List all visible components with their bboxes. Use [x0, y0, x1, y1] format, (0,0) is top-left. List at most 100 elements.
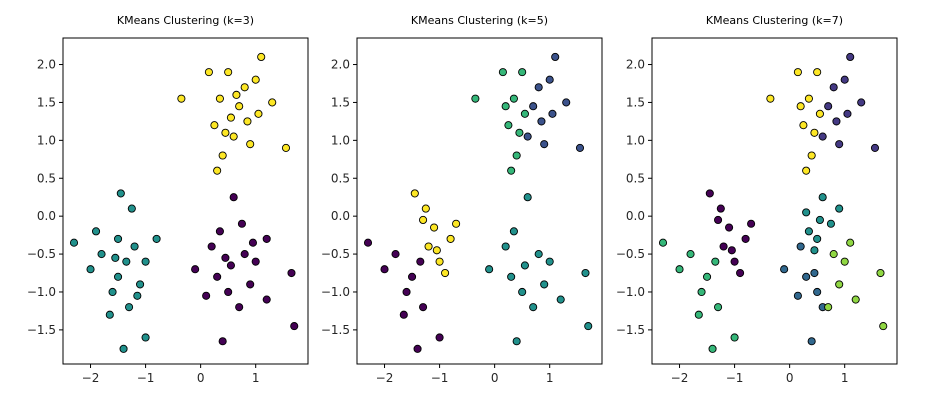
- scatter-point: [501, 242, 510, 251]
- scatter-point: [537, 117, 546, 126]
- scatter-point: [725, 223, 734, 232]
- y-tick-label: −1.5: [616, 323, 645, 337]
- x-tick-label: −2: [82, 371, 100, 385]
- scatter-point: [813, 68, 822, 77]
- scatter-point: [210, 121, 219, 130]
- y-tick-label: −0.5: [616, 247, 645, 261]
- scatter-point: [802, 208, 811, 217]
- scatter-point: [815, 109, 824, 118]
- scatter-point: [504, 121, 513, 130]
- scatter-point: [523, 193, 532, 202]
- scatter-point: [215, 94, 224, 103]
- scatter-point: [879, 322, 888, 331]
- panel-1: KMeans Clustering (k=3) −2 −1 0 1 −1.5 −1.0 −0.…: [27, 14, 309, 385]
- scatter-point: [832, 117, 841, 126]
- scatter-point: [226, 113, 235, 122]
- panel-3: KMeans Clustering (k=7) −2 −1 0 1 −1.5 −1.0 −0.…: [616, 14, 898, 385]
- axes-frame: [651, 37, 898, 365]
- scatter-point: [534, 83, 543, 92]
- scatter-point: [741, 234, 750, 243]
- y-tick-label: 1.0: [331, 133, 350, 147]
- scatter-point: [229, 132, 238, 141]
- scatter-point: [708, 344, 717, 353]
- scatter-point: [235, 102, 244, 111]
- scatter-point: [229, 193, 238, 202]
- scatter-point: [498, 68, 507, 77]
- scatter-point: [432, 246, 441, 255]
- scatter-point: [207, 242, 216, 251]
- x-tick-label: −1: [726, 371, 744, 385]
- scatter-point: [716, 204, 725, 213]
- scatter-point: [127, 204, 136, 213]
- y-tick-label: 2.0: [331, 58, 350, 72]
- scatter-point: [747, 219, 756, 228]
- scatter-point: [218, 151, 227, 160]
- scatter-point: [523, 132, 532, 141]
- scatter-point: [551, 52, 560, 62]
- x-tick-label: 1: [841, 371, 849, 385]
- scatter-point: [507, 166, 516, 175]
- scatter-point: [130, 242, 139, 251]
- x-tick-label: −1: [431, 371, 449, 385]
- scatter-point: [268, 98, 277, 107]
- scatter-point: [213, 272, 222, 281]
- y-tick-label: 1.5: [626, 95, 645, 109]
- y-tick-label: 0.0: [626, 209, 645, 223]
- x-tick-label: 0: [197, 371, 205, 385]
- scatter-point: [421, 204, 430, 213]
- scatter-point: [793, 68, 802, 77]
- scatter-point: [584, 322, 593, 331]
- scatter-point: [224, 68, 233, 77]
- scatter-point: [257, 52, 266, 62]
- scatter-point: [152, 234, 161, 243]
- scatter-point: [254, 109, 263, 118]
- scatter-point: [802, 272, 811, 281]
- scatter-point: [780, 265, 789, 274]
- scatter-point: [452, 219, 461, 228]
- scatter-point: [529, 303, 538, 312]
- scatter-point: [804, 94, 813, 103]
- x-tick-label: −2: [376, 371, 394, 385]
- scatter-point: [202, 291, 211, 300]
- y-tick-label: 2.0: [626, 58, 645, 72]
- scatter-point: [711, 257, 720, 266]
- scatter-point: [122, 257, 131, 266]
- chart-title: KMeans Clustering (k=3): [117, 14, 254, 27]
- y-tick-label: 1.0: [626, 133, 645, 147]
- scatter-point: [518, 68, 527, 77]
- y-tick-label: −0.5: [27, 247, 56, 261]
- scatter-point: [262, 295, 271, 304]
- scatter-point: [136, 280, 145, 289]
- scatter-point: [114, 272, 123, 281]
- scatter-point: [796, 102, 805, 111]
- y-tick-label: −1.0: [321, 285, 350, 299]
- scatter-point: [191, 265, 200, 274]
- scatter-point: [246, 140, 255, 149]
- scatter-point: [835, 204, 844, 213]
- scatter-point: [235, 303, 244, 312]
- y-tick-label: −0.5: [321, 247, 350, 261]
- scatter-point: [471, 94, 480, 103]
- scatter-point: [540, 280, 549, 289]
- axes-frame: [356, 37, 603, 365]
- scatter-point: [534, 250, 543, 259]
- scatter-point: [730, 257, 739, 266]
- scatter-point: [116, 189, 125, 198]
- scatter-point: [799, 121, 808, 130]
- scatter-point: [829, 83, 838, 92]
- scatter-point: [507, 272, 516, 281]
- x-tick-label: 1: [252, 371, 260, 385]
- y-tick-label: 0.0: [331, 209, 350, 223]
- scatter-point: [399, 310, 408, 319]
- scatter-point: [419, 215, 428, 225]
- scatter-point: [485, 265, 494, 274]
- scatter-point: [829, 250, 838, 259]
- scatter-point: [512, 337, 521, 346]
- scatter-point: [141, 257, 150, 266]
- scatter-point: [86, 265, 95, 274]
- scatter-point: [435, 333, 444, 342]
- scatter-point: [402, 287, 411, 297]
- scatter-point: [512, 151, 521, 160]
